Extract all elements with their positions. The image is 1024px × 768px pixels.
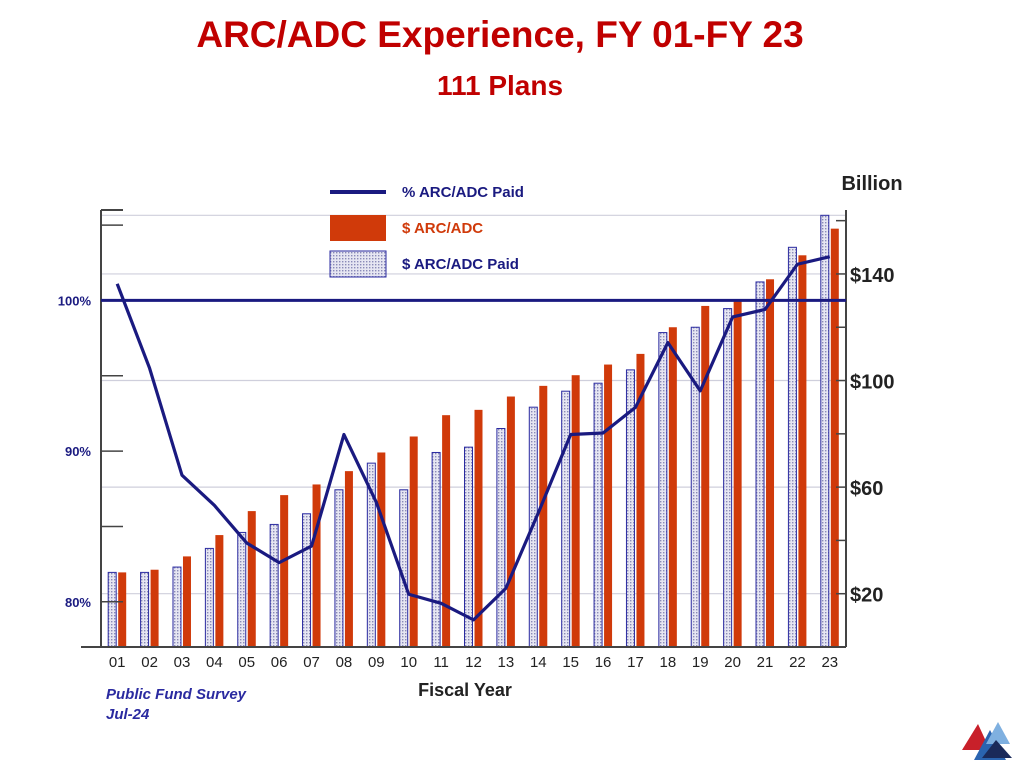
x-tick-label: 11	[433, 654, 449, 671]
bar-arc-20	[733, 300, 742, 647]
bar-arc-23	[830, 228, 839, 647]
bar-paid-03	[172, 566, 182, 648]
bar-arc-14	[539, 385, 548, 647]
x-tick-label: 15	[562, 654, 579, 671]
right-tick-label: $60	[850, 478, 883, 500]
bar-arc-22	[798, 255, 807, 648]
left-tick-label: 100%	[58, 293, 92, 308]
bar-arc-19	[701, 305, 710, 647]
x-axis-label: Fiscal Year	[418, 680, 512, 700]
series-line-percent-paid	[115, 255, 831, 622]
bar-arc-16	[604, 364, 613, 647]
bar-arc-06	[280, 495, 289, 647]
bar-arc-12	[474, 409, 483, 647]
gridlines	[101, 214, 846, 595]
bar-arc-13	[506, 396, 515, 647]
chart-title: ARC/ADC Experience, FY 01-FY 23	[196, 14, 804, 55]
left-tick-label: 80%	[65, 595, 91, 610]
bar-arc-21	[766, 279, 775, 647]
source-note-line2: Jul-24	[106, 706, 150, 723]
bar-arc-02	[150, 569, 159, 647]
bar-paid-06	[269, 523, 279, 648]
bar-arc-07	[312, 484, 321, 647]
bar-paid-07	[302, 513, 312, 648]
x-tick-label: 01	[109, 654, 126, 671]
bar-paid-16	[593, 382, 603, 648]
x-tick-label: 06	[271, 654, 288, 671]
left-tick-label: 90%	[65, 444, 91, 459]
x-tick-label: 03	[174, 654, 191, 671]
x-tick-label: 08	[336, 654, 353, 671]
x-tick-label: 20	[724, 654, 741, 671]
bar-paid-11	[431, 451, 441, 648]
bar-paid-05	[237, 531, 247, 648]
bar-paid-23	[820, 214, 830, 648]
chart-subtitle: 111 Plans	[436, 70, 564, 101]
percent-line	[115, 255, 831, 622]
bar-arc-10	[409, 436, 418, 647]
tick-labels: 80% 90% 100% $20 $60 $100 $140 01 02 03 04 05 06 07 08…	[58, 265, 895, 671]
legend: % ARC/ADC Paid $ ARC/ADC $ ARC/ADC Paid	[329, 184, 524, 278]
bar-paid-19	[690, 326, 700, 648]
x-tick-label: 17	[627, 654, 644, 671]
x-tick-label: 05	[238, 654, 255, 671]
bar-arc-08	[344, 471, 353, 647]
x-tick-label: 21	[757, 654, 774, 671]
legend-label-paid: $ ARC/ADC Paid	[402, 256, 519, 273]
x-tick-label: 16	[595, 654, 612, 671]
bar-arc-11	[442, 415, 451, 647]
bar-arc-05	[247, 511, 256, 647]
bar-paid-15	[561, 390, 571, 648]
x-tick-label: 18	[660, 654, 677, 671]
x-tick-label: 14	[530, 654, 547, 671]
x-tick-label: 23	[821, 654, 838, 671]
bar-paid-22	[787, 246, 797, 648]
bar-paid-13	[496, 428, 506, 648]
bar-arc-03	[182, 556, 191, 647]
bar-arc-01	[118, 572, 127, 647]
logo-icon	[962, 722, 1012, 760]
x-tick-label: 04	[206, 654, 223, 671]
right-tick-label: $20	[850, 585, 883, 607]
legend-swatch-paid	[329, 250, 387, 278]
bar-paid-04	[204, 547, 214, 648]
right-tick-label: $100	[850, 372, 895, 394]
bar-paid-20	[723, 308, 733, 648]
x-tick-label: 12	[465, 654, 482, 671]
bar-paid-01	[107, 571, 117, 648]
x-tick-label: 02	[141, 654, 158, 671]
bar-arc-04	[215, 535, 224, 647]
bar-paid-08	[334, 489, 344, 648]
bars	[107, 214, 839, 648]
right-axis-unit-label: Billion	[841, 173, 902, 195]
bar-paid-18	[658, 332, 668, 648]
right-tick-label: $140	[850, 265, 895, 287]
legend-swatch-arc	[330, 215, 386, 241]
x-tick-label: 07	[303, 654, 320, 671]
bar-paid-21	[755, 281, 765, 648]
x-tick-label: 19	[692, 654, 709, 671]
x-tick-label: 09	[368, 654, 385, 671]
bar-arc-09	[377, 452, 386, 647]
axes	[81, 209, 847, 648]
bar-arc-15	[571, 375, 580, 647]
x-tick-label: 10	[400, 654, 417, 671]
legend-label-arc: $ ARC/ADC	[402, 220, 483, 237]
x-tick-label: 22	[789, 654, 806, 671]
source-note-line1: Public Fund Survey	[106, 686, 247, 703]
legend-label-percent-paid: % ARC/ADC Paid	[402, 184, 524, 201]
bar-paid-02	[140, 571, 150, 648]
bar-arc-17	[636, 353, 645, 647]
x-tick-label: 13	[498, 654, 515, 671]
bar-arc-18	[668, 327, 677, 647]
